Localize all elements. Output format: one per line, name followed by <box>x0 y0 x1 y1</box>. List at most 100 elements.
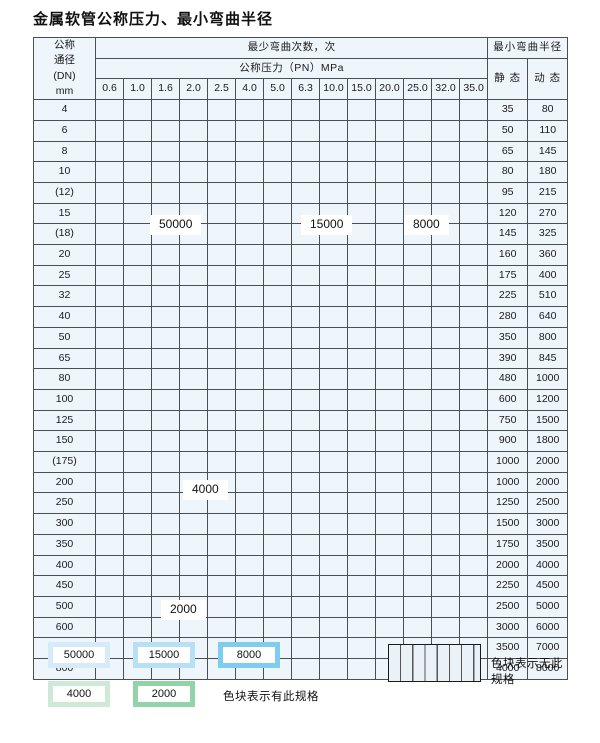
spec-cell <box>375 244 404 266</box>
spec-cell <box>123 595 152 618</box>
spec-cell <box>403 533 432 556</box>
radius-dynamic-cell: 4500 <box>527 575 569 597</box>
spec-cell <box>123 471 152 494</box>
spec-cell <box>291 492 320 515</box>
spec-cell <box>179 347 208 370</box>
pressure-col-header-20-0: 20.0 <box>375 78 404 101</box>
legend-swatch: 4000 <box>48 681 110 707</box>
spec-table: 公称 通径 (DN) mm 最少弯曲次数，次 最小弯曲半径 公称压力（PN）MP… <box>33 36 569 680</box>
dn-value-cell: 300 <box>33 513 96 535</box>
spec-cell <box>95 99 124 121</box>
table-row: 10 80 180 <box>33 161 569 183</box>
table-row: 6 50 110 <box>33 119 569 142</box>
spec-cell <box>403 347 432 370</box>
spec-cell <box>403 244 432 266</box>
dn-value-cell: (18) <box>33 223 96 246</box>
radius-dynamic-cell: 5000 <box>527 595 569 618</box>
table-row: 150 900 1800 <box>33 430 569 453</box>
dn-value-cell: 25 <box>33 264 96 287</box>
spec-cell <box>95 430 124 453</box>
spec-cell <box>235 161 264 183</box>
spec-cell <box>403 513 432 535</box>
radius-static-cell: 120 <box>487 202 529 225</box>
dn-value-cell: 250 <box>33 492 96 515</box>
legend-swatch-label: 4000 <box>53 686 105 702</box>
spec-cell <box>375 409 404 432</box>
legend-swatch: 8000 <box>218 642 280 668</box>
spec-cell <box>151 575 180 597</box>
legend-swatch-label: 50000 <box>53 647 105 663</box>
radius-static-cell: 175 <box>487 264 529 287</box>
spec-cell <box>431 430 460 453</box>
bend-count-header: 最少弯曲次数，次 <box>94 37 489 59</box>
table-row: 80 480 1000 <box>33 368 569 390</box>
spec-cell <box>263 223 292 246</box>
radius-static-cell: 225 <box>487 285 529 308</box>
spec-cell <box>263 409 292 432</box>
pressure-col-header-1-6: 1.6 <box>151 78 180 101</box>
spec-cell <box>403 471 432 494</box>
spec-cell <box>151 99 180 121</box>
spec-cell <box>263 513 292 535</box>
spec-cell <box>235 492 264 515</box>
spec-cell <box>319 326 348 349</box>
radius-dynamic-cell: 8000 <box>527 658 569 680</box>
dn-value-cell: 50 <box>33 326 96 349</box>
spec-cell <box>319 285 348 308</box>
pressure-col-header-10-0: 10.0 <box>319 78 348 101</box>
radius-dynamic-cell: 4000 <box>527 554 569 577</box>
dn-value-cell: 150 <box>33 430 96 453</box>
header-row-3: 0.6 1.0 1.6 2.0 2.5 4.0 5.0 6.3 10.0 15.0 20.0 25.0… <box>34 78 568 101</box>
dn-value-cell: 4 <box>33 99 96 121</box>
spec-cell <box>347 326 376 349</box>
spec-cell <box>123 451 152 473</box>
radius-static-cell: 4000 <box>487 658 529 680</box>
radius-static-cell: 1000 <box>487 471 529 494</box>
spec-cell <box>291 430 320 453</box>
spec-cell <box>458 595 489 618</box>
nominal-pressure-header: 公称压力（PN）MPa <box>94 57 489 80</box>
spec-cell <box>375 99 404 121</box>
spec-cell <box>458 264 489 287</box>
spec-cell <box>95 471 124 494</box>
spec-cell <box>235 223 264 246</box>
spec-cell <box>431 492 460 515</box>
dn-value-cell: 10 <box>33 161 96 183</box>
spec-cell <box>123 347 152 370</box>
radius-static-cell: 1750 <box>487 533 529 556</box>
spec-cell <box>375 513 404 535</box>
dn-value-cell: 40 <box>33 306 96 328</box>
spec-cell <box>403 388 432 411</box>
spec-cell <box>403 616 432 639</box>
legend: 50000 15000 8000 4000 2000 色块表示有此规格 色块表示无此规格 <box>33 640 573 730</box>
spec-cell <box>207 306 236 328</box>
spec-cell <box>347 347 376 370</box>
spec-cell <box>235 575 264 597</box>
spec-cell <box>179 533 208 556</box>
table-row: 4 35 80 <box>33 99 569 121</box>
dn-value-cell: 600 <box>33 616 96 639</box>
spec-cell <box>347 409 376 432</box>
spec-cell <box>95 202 124 225</box>
spec-cell <box>235 513 264 535</box>
spec-cell <box>263 616 292 639</box>
spec-cell <box>179 513 208 535</box>
radius-static-cell: 350 <box>487 326 529 349</box>
spec-cell <box>291 306 320 328</box>
table-head: 公称 通径 (DN) mm 最少弯曲次数，次 最小弯曲半径 公称压力（PN）MP… <box>33 36 569 101</box>
spec-cell <box>458 533 489 556</box>
spec-cell <box>123 388 152 411</box>
spec-cell <box>207 513 236 535</box>
spec-cell <box>431 513 460 535</box>
spec-cell <box>179 244 208 266</box>
spec-cell <box>179 616 208 639</box>
spec-cell <box>403 451 432 473</box>
spec-cell <box>347 285 376 308</box>
spec-cell <box>375 306 404 328</box>
legend-swatch: 2000 <box>133 681 195 707</box>
spec-cell <box>235 99 264 121</box>
radius-dynamic-cell: 800 <box>527 326 569 349</box>
value-callout: 4000 <box>183 480 228 500</box>
legend-has-spec-text: 色块表示有此规格 <box>223 691 319 703</box>
spec-cell <box>319 430 348 453</box>
